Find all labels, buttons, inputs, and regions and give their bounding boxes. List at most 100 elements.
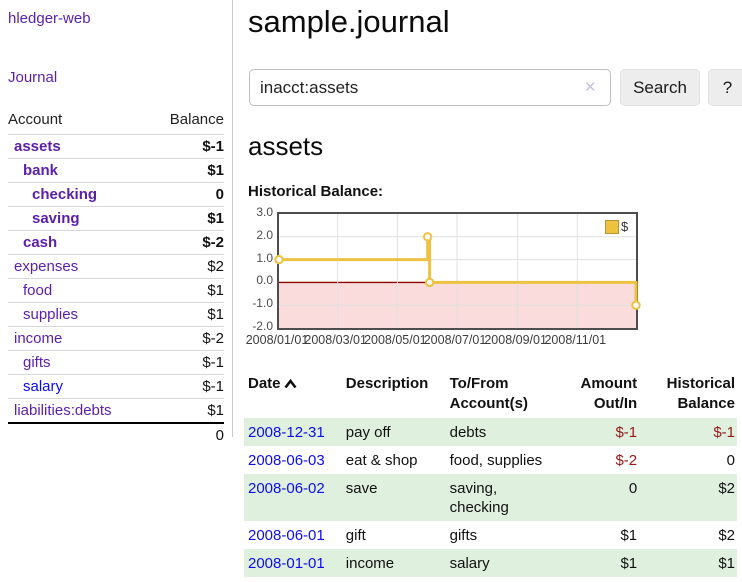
- chart-title: Historical Balance:: [248, 183, 384, 200]
- account-balance: $1: [207, 306, 224, 323]
- transaction-description: pay off: [345, 424, 391, 441]
- column-header-accounts: To/From Account(s): [449, 375, 528, 412]
- transaction-date-link[interactable]: 2008-06-01: [248, 527, 325, 544]
- account-row-expenses: expenses $2: [8, 254, 224, 279]
- transaction-accounts: debts: [449, 424, 487, 441]
- account-link-bank[interactable]: bank: [23, 162, 59, 179]
- x-axis-tick-label: 2008/01/01: [245, 333, 309, 347]
- transaction-description: eat & shop: [345, 452, 418, 469]
- transaction-balance: $2: [718, 480, 735, 497]
- brand-link[interactable]: hledger-web: [8, 10, 91, 27]
- transaction-row: 2008-06-03 eat & shop food, supplies $-2…: [244, 446, 737, 474]
- clear-search-icon[interactable]: ✕: [584, 79, 597, 96]
- transaction-accounts: salary: [449, 555, 490, 572]
- account-row-liabilities-debts: liabilities:debts $1: [8, 398, 224, 424]
- account-link-supplies[interactable]: supplies: [23, 306, 79, 323]
- account-row-food: food $1: [8, 278, 224, 303]
- accounts-total-row: 0: [8, 423, 224, 447]
- transaction-row: 2008-01-01 income salary $1 $1: [244, 549, 737, 577]
- transaction-accounts: gifts: [449, 527, 478, 544]
- account-link-food[interactable]: food: [23, 282, 53, 299]
- main-content: sample.journal ✕ Search ? assets Histori…: [244, 0, 742, 577]
- sidebar: hledger-web Journal Account Balance asse…: [0, 0, 233, 444]
- transaction-accounts: saving, checking: [449, 480, 509, 516]
- y-axis-tick-label: 2.0: [256, 227, 273, 242]
- x-axis-tick-label: 2008/03/01: [304, 333, 367, 347]
- transaction-date-link[interactable]: 2008-06-02: [248, 480, 325, 497]
- search-input[interactable]: [249, 69, 611, 106]
- transaction-date-link[interactable]: 2008-01-01: [248, 555, 325, 572]
- search-button[interactable]: Search: [620, 69, 700, 106]
- account-link-checking[interactable]: checking: [32, 186, 98, 203]
- transaction-amount: $-2: [615, 452, 638, 469]
- account-row-assets: assets $-1: [8, 134, 224, 159]
- page-title: sample.journal: [248, 4, 450, 39]
- account-balance: $1: [207, 282, 224, 299]
- account-link-salary[interactable]: salary: [23, 378, 64, 395]
- x-axis-tick-label: 2008/07/01: [423, 333, 487, 347]
- balance-column-header: Balance: [169, 111, 224, 128]
- legend-swatch-icon: [605, 219, 619, 234]
- account-balance: $1: [207, 210, 224, 227]
- transaction-date-link[interactable]: 2008-06-03: [248, 452, 325, 469]
- account-link-saving[interactable]: saving: [32, 210, 80, 227]
- account-link-income[interactable]: income: [14, 330, 63, 347]
- transaction-balance: $1: [718, 555, 735, 572]
- account-row-income: income $-2: [8, 326, 224, 351]
- column-header-description: Description: [345, 375, 429, 392]
- column-header-amount: Amount Out/In: [580, 375, 638, 412]
- account-balance: $-2: [202, 330, 224, 347]
- account-link-gifts[interactable]: gifts: [23, 354, 51, 371]
- transaction-balance: $-1: [713, 424, 735, 441]
- sidebar-item-journal[interactable]: Journal: [8, 69, 58, 86]
- account-balance: $2: [207, 258, 224, 275]
- account-row-checking: checking 0: [8, 182, 224, 207]
- account-balance: $-2: [202, 234, 224, 251]
- transaction-amount: $1: [620, 527, 638, 544]
- register-table: Date Description To/From Account(s) Amou…: [244, 372, 737, 577]
- account-row-saving: saving $1: [8, 206, 224, 231]
- account-row-salary: salary $-1: [8, 374, 224, 399]
- transaction-balance: $2: [718, 527, 735, 544]
- account-balance: $1: [207, 402, 224, 419]
- account-row-cash: cash $-2: [8, 230, 224, 255]
- transaction-row: 2008-12-31 pay off debts $-1 $-1: [244, 418, 737, 446]
- account-balance: $-1: [202, 138, 224, 155]
- y-axis-tick-label: -2.0: [252, 319, 273, 333]
- transaction-description: gift: [345, 527, 366, 544]
- account-link-liabilities-debts[interactable]: liabilities:debts: [14, 402, 112, 419]
- account-column-header: Account: [8, 111, 63, 128]
- historical-balance-chart: 3.0 2.0 1.0 0.0 -1.0 -2.0 2008/01/01 2008/03/0…: [246, 205, 742, 351]
- x-axis-tick-label: 2008/11/01: [544, 333, 607, 347]
- account-link-cash[interactable]: cash: [23, 234, 58, 251]
- y-axis-tick-label: 3.0: [256, 205, 273, 219]
- account-heading: assets: [248, 131, 324, 161]
- transaction-amount: 0: [628, 480, 638, 497]
- transaction-row: 2008-06-01 gift gifts $1 $2: [244, 521, 737, 549]
- accounts-total-value: 0: [215, 427, 224, 444]
- chart-series-svg: [274, 214, 641, 328]
- account-link-assets[interactable]: assets: [14, 138, 61, 155]
- account-link-expenses[interactable]: expenses: [14, 258, 79, 275]
- search-form: ✕ Search ?: [248, 69, 742, 106]
- register-header-row: Date Description To/From Account(s) Amou…: [244, 372, 737, 418]
- transaction-balance: 0: [726, 452, 735, 469]
- accounts-table: Account Balance assets $-1 bank $1 check…: [8, 108, 224, 447]
- column-header-date[interactable]: Date: [244, 372, 342, 418]
- transaction-description: income: [345, 555, 395, 572]
- transaction-amount: $-1: [615, 424, 638, 441]
- transaction-description: save: [345, 480, 378, 497]
- accounts-table-header: Account Balance: [8, 108, 224, 135]
- account-balance: $1: [207, 162, 224, 179]
- help-button[interactable]: ?: [708, 69, 742, 106]
- account-row-bank: bank $1: [8, 158, 224, 183]
- y-axis-tick-label: 1.0: [256, 250, 273, 265]
- chart-plot-area: [274, 212, 641, 330]
- transaction-date-link[interactable]: 2008-12-31: [248, 424, 325, 441]
- chart-legend: $: [605, 219, 628, 234]
- transaction-accounts: food, supplies: [449, 452, 543, 469]
- y-axis-tick-label: -1.0: [252, 296, 273, 311]
- column-header-balance: Historical Balance: [666, 375, 735, 412]
- y-axis-tick-label: 0.0: [256, 273, 273, 288]
